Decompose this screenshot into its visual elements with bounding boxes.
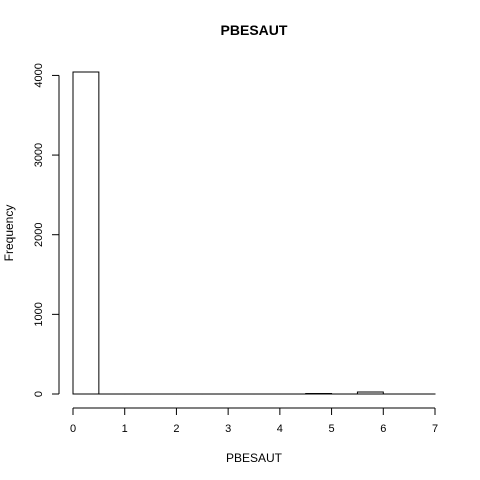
y-axis-label: Frequency bbox=[2, 205, 16, 262]
y-tick-label: 4000 bbox=[33, 63, 45, 87]
x-tick-label: 3 bbox=[225, 423, 231, 435]
histogram-bar bbox=[72, 71, 100, 395]
histogram-bar bbox=[356, 391, 384, 395]
y-tick-label: 2000 bbox=[33, 222, 45, 246]
x-axis: 0 1 2 3 4 5 6 7 bbox=[70, 407, 438, 435]
x-tick-label: 0 bbox=[70, 423, 76, 435]
y-axis: 0 1000 2000 3000 4000 bbox=[33, 63, 60, 397]
x-tick-label: 7 bbox=[432, 423, 438, 435]
x-tick-label: 2 bbox=[173, 423, 179, 435]
x-tick-label: 1 bbox=[122, 423, 128, 435]
x-tick-label: 4 bbox=[277, 423, 283, 435]
x-axis-label: PBESAUT bbox=[226, 451, 283, 465]
y-tick-label: 1000 bbox=[33, 302, 45, 326]
y-tick-label: 3000 bbox=[33, 143, 45, 167]
chart-title: PBESAUT bbox=[221, 22, 288, 38]
y-tick-label: 0 bbox=[33, 391, 45, 397]
x-tick-label: 5 bbox=[329, 423, 335, 435]
bars-group bbox=[72, 71, 436, 395]
x-tick-label: 6 bbox=[380, 423, 386, 435]
